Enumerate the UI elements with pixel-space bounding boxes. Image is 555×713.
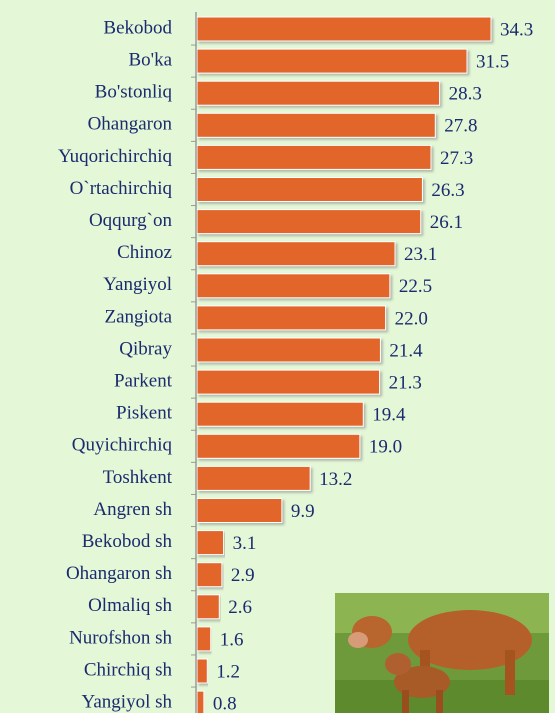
value-label: 1.6 — [220, 629, 244, 650]
bar — [197, 113, 435, 137]
category-label: Ohangaron — [88, 114, 173, 135]
bar — [197, 499, 282, 523]
category-label: Yangiyol — [103, 274, 172, 295]
bar — [197, 370, 380, 394]
bar — [197, 595, 219, 619]
value-label: 34.3 — [500, 19, 533, 40]
bar — [197, 338, 380, 362]
bar — [197, 434, 360, 458]
bar — [197, 178, 422, 202]
bar — [197, 145, 431, 169]
category-label: Olmaliq sh — [88, 595, 172, 616]
bar — [197, 402, 363, 426]
value-label: 26.1 — [430, 212, 463, 233]
value-label: 22.0 — [395, 308, 428, 329]
value-label: 28.3 — [449, 84, 482, 105]
category-label: Yangiyol sh — [82, 691, 173, 712]
value-label: 22.5 — [399, 276, 432, 297]
category-label: Parkent — [114, 370, 173, 391]
value-label: 0.8 — [213, 693, 237, 713]
category-label: Qibray — [119, 338, 172, 359]
category-label: O`rtachirchiq — [70, 178, 173, 199]
category-label: Bo'ka — [128, 49, 172, 70]
category-label: Chinoz — [117, 242, 172, 263]
value-label: 3.1 — [233, 533, 257, 554]
bar — [197, 210, 421, 234]
chart: Bekobod 34.3 Bo'ka 31.5 Bo'stonliq 28.3 Ohanga… — [0, 0, 555, 713]
value-label: 21.4 — [389, 340, 423, 361]
value-label: 1.2 — [216, 661, 240, 682]
category-label: Bekobod — [103, 17, 172, 38]
bar — [197, 242, 395, 266]
bar — [197, 81, 440, 105]
bar — [197, 659, 207, 683]
category-label: Oqqurg`on — [89, 210, 173, 231]
bar — [197, 563, 222, 587]
bar — [197, 627, 211, 651]
cow-photo — [335, 593, 549, 713]
value-label: 2.9 — [231, 565, 255, 586]
category-label: Zangiota — [104, 306, 172, 327]
bar — [197, 531, 224, 555]
bar — [197, 306, 386, 330]
category-label: Quyichirchiq — [72, 435, 173, 456]
value-label: 19.0 — [369, 437, 402, 458]
category-label: Yuqorichirchiq — [58, 146, 172, 167]
value-label: 31.5 — [476, 51, 509, 72]
category-label: Chirchiq sh — [84, 659, 173, 680]
category-label: Toshkent — [103, 467, 173, 488]
value-label: 2.6 — [228, 597, 252, 618]
value-label: 23.1 — [404, 244, 437, 265]
value-label: 27.3 — [440, 148, 473, 169]
value-label: 19.4 — [372, 405, 406, 426]
value-label: 27.8 — [444, 116, 477, 137]
category-label: Angren sh — [93, 499, 172, 520]
bar — [197, 49, 467, 73]
bar — [197, 17, 491, 41]
value-label: 21.3 — [389, 372, 422, 393]
bar — [197, 274, 390, 298]
category-label: Bo'stonliq — [95, 82, 173, 103]
category-label: Ohangaron sh — [66, 563, 173, 584]
category-label: Piskent — [116, 403, 173, 424]
category-label: Nurofshon sh — [69, 627, 172, 648]
value-label: 9.9 — [291, 501, 315, 522]
value-label: 26.3 — [431, 180, 464, 201]
page: {"chart_data": {"type": "bar", "orientat… — [0, 0, 555, 713]
category-label: Bekobod sh — [82, 531, 173, 552]
value-label: 13.2 — [319, 469, 352, 490]
bar — [197, 691, 204, 713]
bar — [197, 466, 310, 490]
